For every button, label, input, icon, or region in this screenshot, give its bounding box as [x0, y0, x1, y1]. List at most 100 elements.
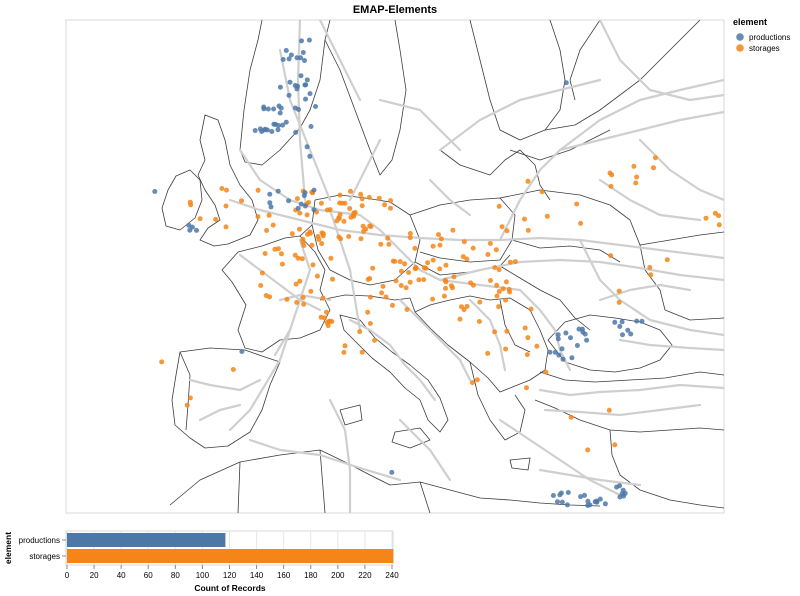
storages-point	[272, 246, 278, 252]
storages-point	[223, 203, 229, 209]
storages-point	[716, 213, 722, 219]
productions-point	[271, 121, 277, 127]
storages-point	[259, 270, 265, 276]
productions-point	[547, 349, 553, 355]
storages-point	[324, 309, 329, 315]
productions-point	[187, 227, 193, 233]
storages-point	[437, 242, 443, 248]
storages-point	[383, 294, 389, 300]
storages-point	[255, 214, 261, 220]
productions-point	[280, 122, 286, 128]
storages-point	[457, 316, 463, 322]
storages-point	[393, 278, 399, 284]
storages-point	[525, 178, 531, 184]
productions-point	[564, 502, 570, 508]
storages-point	[464, 256, 470, 262]
storages-point	[347, 206, 353, 211]
productions-point	[283, 119, 289, 125]
productions-point	[576, 326, 582, 332]
productions-point	[275, 123, 281, 128]
bar-productions[interactable]	[67, 533, 226, 547]
productions-point	[620, 332, 625, 338]
productions-point	[597, 496, 603, 502]
storages-point	[301, 301, 307, 307]
storages-point	[380, 283, 386, 289]
storages-point	[606, 407, 612, 413]
storages-point	[197, 216, 203, 222]
productions-point	[619, 319, 625, 325]
storages-point	[279, 261, 285, 267]
productions-point	[277, 110, 283, 116]
legend-item-productions[interactable]: productions	[736, 33, 790, 42]
productions-point	[269, 129, 275, 134]
bar-x-axis-title: Count of Records	[194, 583, 266, 593]
productions-point	[267, 200, 273, 206]
storages-point	[337, 192, 343, 198]
productions-point	[271, 106, 277, 112]
storages-point	[460, 254, 466, 260]
map-panel[interactable]	[65, 19, 725, 514]
productions-point	[152, 189, 158, 194]
storages-point	[507, 259, 513, 265]
productions-point	[555, 499, 560, 505]
productions-point	[568, 335, 573, 341]
storages-point	[341, 218, 347, 224]
productions-point	[574, 343, 580, 348]
productions-point	[614, 484, 620, 490]
bar-x-tick-label: 200	[331, 571, 345, 580]
storages-point	[416, 277, 422, 283]
storages-point	[441, 293, 447, 299]
storages-point	[574, 201, 580, 207]
storages-point	[506, 286, 512, 292]
storages-point	[539, 189, 545, 195]
productions-point	[298, 73, 304, 79]
storages-point	[474, 377, 480, 383]
productions-point	[559, 346, 565, 352]
productions-point	[550, 493, 556, 498]
productions-point	[622, 490, 628, 496]
storages-point	[503, 346, 509, 352]
storages-point	[703, 215, 709, 221]
storages-point	[443, 285, 448, 291]
productions-point	[304, 144, 310, 150]
storages-point	[378, 241, 384, 247]
storages-point	[307, 229, 313, 235]
productions-point	[634, 318, 640, 324]
productions-point	[194, 227, 199, 233]
productions-point	[628, 331, 634, 337]
storages-point	[568, 414, 574, 420]
storages-point	[442, 277, 448, 283]
legend-item-storages[interactable]: storages	[736, 44, 780, 53]
bars	[62, 533, 394, 563]
storages-point	[522, 216, 527, 222]
productions-point	[555, 332, 561, 338]
productions-point	[625, 327, 631, 333]
count-bar-chart[interactable]: productions storages 0 20 40 60 80 100 120 140 1…	[3, 530, 399, 593]
storages-point	[398, 283, 404, 288]
storages-point	[326, 318, 332, 324]
storages-point	[367, 223, 373, 229]
productions-point	[582, 492, 587, 498]
productions-point	[261, 104, 267, 110]
legend-symbol-storages	[736, 44, 744, 52]
storages-point	[370, 265, 376, 271]
storages-point	[159, 359, 165, 365]
bar-storages[interactable]	[67, 549, 394, 563]
storages-point	[525, 335, 531, 341]
storages-point	[267, 294, 273, 300]
storages-point	[609, 172, 615, 178]
bar-x-tick-label: 160	[277, 571, 291, 580]
productions-point	[267, 191, 273, 197]
storages-point	[585, 447, 591, 453]
storages-point	[451, 274, 457, 280]
bar-x-tick-label: 20	[90, 571, 99, 580]
storages-point	[412, 245, 418, 251]
storages-point	[386, 241, 392, 247]
storages-point	[500, 286, 506, 292]
storages-point	[264, 228, 270, 233]
storages-point	[648, 272, 654, 278]
productions-point	[307, 91, 313, 97]
storages-point	[494, 282, 500, 288]
storages-point	[319, 241, 325, 247]
productions-point	[565, 490, 571, 495]
